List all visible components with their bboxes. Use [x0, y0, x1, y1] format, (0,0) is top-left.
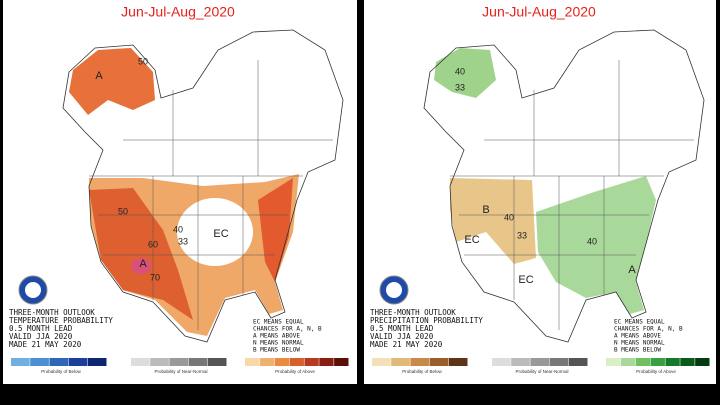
colorbar-swatch	[530, 358, 550, 366]
legend-line: N MEANS NORMAL	[253, 340, 304, 347]
colorbar-swatch	[131, 358, 150, 366]
map-label: 70	[150, 272, 160, 282]
probability-region	[536, 176, 656, 314]
coastline	[423, 29, 705, 343]
colorbar-caption: Probability of Below	[41, 369, 81, 374]
map-label: EC	[518, 274, 533, 286]
noaa-logo-inner	[25, 282, 41, 298]
info-line: MADE 21 MAY 2020	[9, 340, 82, 349]
colorbar-swatch	[289, 358, 304, 366]
info-line: THREE-MONTH OUTLOOK	[9, 308, 95, 317]
info-line: THREE-MONTH OUTLOOK	[370, 308, 456, 317]
info-line: TEMPERATURE PROBABILITY	[9, 316, 113, 325]
probability-region	[69, 48, 155, 115]
map-label: 40	[173, 224, 183, 234]
map-label: 33	[517, 230, 527, 240]
map-label: 60	[148, 239, 158, 249]
info-line: PRECIPITATION PROBABILITY	[370, 316, 483, 325]
precipitation-panel: Jun-Jul-Aug_20204033B4033ECEC40ATHREE-MO…	[364, 0, 716, 384]
legend-line: N MEANS NORMAL	[614, 340, 665, 347]
map-label: A	[95, 70, 103, 82]
legend-line: EC MEANS EQUAL	[614, 319, 665, 326]
map-label: EC	[213, 228, 228, 240]
map-label: A	[628, 264, 636, 276]
colorbar-swatch	[274, 358, 290, 366]
colorbar-swatch	[245, 358, 260, 366]
map-label: 33	[178, 236, 188, 246]
colorbar-swatch	[207, 358, 227, 366]
probability-region	[258, 178, 293, 282]
coastline	[62, 29, 344, 343]
colorbar-swatch	[319, 358, 334, 366]
noaa-logo-inner	[386, 282, 402, 298]
probability-region	[89, 188, 193, 320]
colorbar-swatch	[635, 358, 651, 366]
colorbar-swatch	[391, 358, 410, 366]
colorbar-swatch	[511, 358, 530, 366]
info-line: VALID JJA 2020	[9, 332, 73, 341]
colorbar-caption: Probability of Above	[275, 369, 315, 374]
colorbar-caption: Probability of Near-Normal	[154, 369, 207, 374]
colorbar-swatch	[49, 358, 69, 366]
legend-line: EC MEANS EQUAL	[253, 319, 304, 326]
colorbar-swatch	[87, 358, 107, 366]
info-line: VALID JJA 2020	[370, 332, 434, 341]
colorbar-swatch	[410, 358, 430, 366]
colorbar-swatch	[169, 358, 189, 366]
colorbar-swatch	[620, 358, 636, 366]
colorbar-swatch	[650, 358, 665, 366]
colorbar-swatch	[429, 358, 449, 366]
colorbar-swatch	[549, 358, 569, 366]
colorbar-swatch	[492, 358, 511, 366]
map-title: Jun-Jul-Aug_2020	[482, 4, 596, 20]
colorbar-swatch	[150, 358, 169, 366]
colorbar-swatch	[695, 358, 710, 366]
colorbar-swatch	[665, 358, 680, 366]
colorbar-swatch	[68, 358, 88, 366]
info-line: MADE 21 MAY 2020	[370, 340, 443, 349]
map-label: 50	[138, 56, 148, 66]
map-label: 50	[118, 206, 128, 216]
probability-region	[131, 258, 151, 274]
map-label: 40	[504, 212, 514, 222]
legend-line: A MEANS ABOVE	[614, 333, 661, 340]
legend-line: A MEANS ABOVE	[253, 333, 300, 340]
colorbar-swatch	[680, 358, 695, 366]
colorbar-swatch	[448, 358, 468, 366]
map-label: A	[139, 258, 147, 270]
colorbar-swatch	[568, 358, 588, 366]
colorbar-swatch	[11, 358, 30, 366]
probability-region	[450, 178, 536, 264]
colorbar-caption: Probability of Below	[402, 369, 442, 374]
colorbar-swatch	[334, 358, 349, 366]
map-label: 33	[455, 82, 465, 92]
map-label: 40	[587, 236, 597, 246]
map-label: 40	[455, 66, 465, 76]
info-line: 0.5 MONTH LEAD	[370, 324, 434, 333]
map-label: B	[482, 204, 489, 216]
colorbar-caption: Probability of Near-Normal	[515, 369, 568, 374]
colorbar-swatch	[372, 358, 391, 366]
colorbar-swatch	[188, 358, 208, 366]
colorbar-swatch	[259, 358, 275, 366]
info-line: 0.5 MONTH LEAD	[9, 324, 73, 333]
temperature-panel: Jun-Jul-Aug_2020A50A7060504033ECTHREE-MO…	[3, 0, 357, 384]
colorbar-swatch	[30, 358, 49, 366]
colorbar-swatch	[304, 358, 319, 366]
colorbar-caption: Probability of Above	[636, 369, 676, 374]
legend-line: B MEANS BELOW	[253, 347, 300, 354]
probability-region	[434, 48, 496, 98]
map-title: Jun-Jul-Aug_2020	[121, 4, 235, 20]
legend-line: B MEANS BELOW	[614, 347, 661, 354]
colorbar-swatch	[606, 358, 621, 366]
legend-line: CHANCES FOR A, N, B	[253, 326, 322, 333]
legend-line: CHANCES FOR A, N, B	[614, 326, 683, 333]
map-label: EC	[464, 234, 479, 246]
